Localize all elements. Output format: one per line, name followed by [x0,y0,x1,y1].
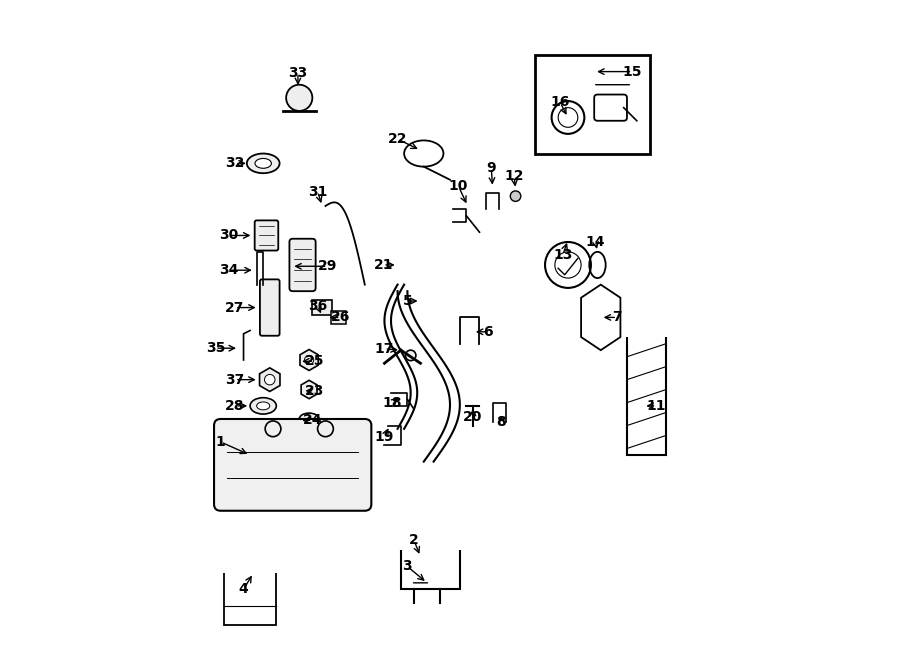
Text: 23: 23 [304,384,324,398]
Ellipse shape [247,153,280,173]
Text: 16: 16 [551,95,570,110]
Circle shape [265,374,275,385]
Text: 19: 19 [374,430,394,444]
Ellipse shape [250,398,276,414]
Text: 22: 22 [388,132,408,146]
Text: 13: 13 [553,248,572,262]
FancyBboxPatch shape [260,280,280,336]
Text: 29: 29 [318,259,338,273]
Ellipse shape [256,402,270,410]
Circle shape [286,85,312,111]
Text: 18: 18 [382,395,402,410]
Text: 37: 37 [225,373,245,387]
Text: 28: 28 [225,399,245,413]
Ellipse shape [299,413,319,425]
Circle shape [405,350,416,361]
Text: 31: 31 [308,184,328,198]
Text: 4: 4 [238,582,248,596]
Text: 6: 6 [483,325,493,339]
FancyBboxPatch shape [255,220,278,251]
Text: 32: 32 [225,157,245,171]
Text: 34: 34 [219,263,238,277]
Text: 24: 24 [302,413,322,427]
Text: 36: 36 [308,299,328,313]
Text: 33: 33 [288,66,308,80]
Text: 21: 21 [374,258,393,272]
FancyBboxPatch shape [214,419,372,511]
Text: 20: 20 [464,410,482,424]
Ellipse shape [255,159,272,169]
Circle shape [304,356,314,365]
Text: 30: 30 [219,229,238,243]
Text: 26: 26 [331,311,350,325]
Text: 7: 7 [612,311,622,325]
Text: 14: 14 [586,235,606,249]
Text: 17: 17 [374,342,394,356]
Text: 27: 27 [225,301,245,315]
Text: 15: 15 [623,65,642,79]
Text: 25: 25 [304,354,324,368]
Text: 10: 10 [449,179,468,193]
Bar [312,299,332,315]
Bar [536,56,650,153]
Circle shape [510,191,521,202]
Text: 12: 12 [505,169,524,184]
Text: 5: 5 [402,294,412,308]
Text: 3: 3 [402,559,412,574]
Text: 9: 9 [487,161,496,175]
Polygon shape [302,380,317,399]
Text: 1: 1 [216,435,226,449]
Text: 11: 11 [647,399,666,413]
FancyBboxPatch shape [290,239,316,292]
Text: 2: 2 [410,533,418,547]
Bar [330,311,346,324]
Text: 35: 35 [206,341,225,355]
Text: 8: 8 [496,415,506,429]
Polygon shape [300,350,319,370]
Polygon shape [259,368,280,391]
